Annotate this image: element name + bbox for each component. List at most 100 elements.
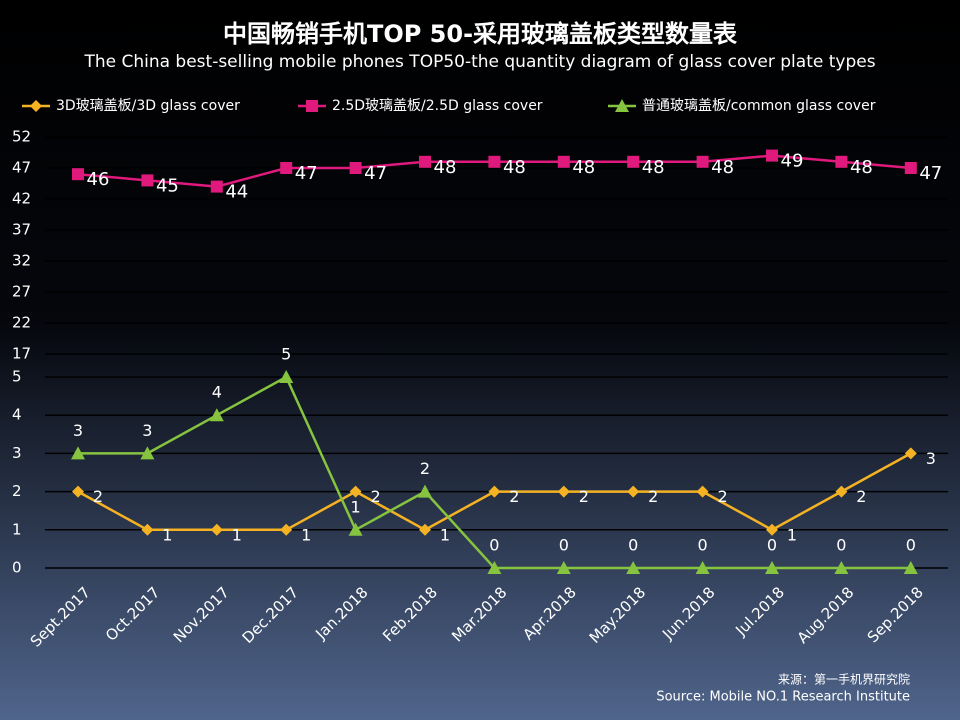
marker xyxy=(904,162,917,174)
y-tick-label: 22 xyxy=(12,314,31,332)
marker xyxy=(903,561,918,574)
marker xyxy=(209,408,224,422)
data-label: 2 xyxy=(509,487,519,506)
marker xyxy=(765,561,779,574)
marker xyxy=(72,168,84,181)
marker xyxy=(695,561,710,574)
marker xyxy=(140,446,155,460)
data-label: 47 xyxy=(295,163,318,184)
y-tick-label: 5 xyxy=(12,368,22,386)
data-label: 3 xyxy=(73,421,83,440)
y-tick-label: 17 xyxy=(12,345,31,363)
data-label: 48 xyxy=(572,157,595,178)
data-label: 0 xyxy=(906,536,916,555)
legend-label: 3D玻璃盖板/3D glass cover xyxy=(56,97,240,114)
legend-marker xyxy=(615,99,629,112)
marker xyxy=(280,162,293,174)
marker xyxy=(419,523,431,536)
marker xyxy=(72,485,84,498)
marker xyxy=(141,174,154,187)
marker xyxy=(488,155,501,168)
y-tick-label: 2 xyxy=(12,482,22,500)
data-label: 2 xyxy=(579,487,589,506)
marker xyxy=(349,162,362,174)
legend-label: 2.5D玻璃盖板/2.5D glass cover xyxy=(332,97,543,114)
marker xyxy=(71,446,85,460)
y-tick-label: 3 xyxy=(12,444,22,462)
data-label: 0 xyxy=(836,536,846,555)
marker xyxy=(419,155,431,168)
marker xyxy=(626,561,641,574)
data-label: 45 xyxy=(156,175,179,196)
y-tick-label: 37 xyxy=(12,221,31,239)
marker xyxy=(766,523,778,536)
data-label: 2 xyxy=(648,487,658,506)
marker xyxy=(210,523,223,536)
data-label: 1 xyxy=(351,497,361,516)
data-label: 48 xyxy=(642,157,665,178)
data-label: 48 xyxy=(711,157,734,178)
legend-label: 普通玻璃盖板/common glass cover xyxy=(642,97,876,114)
marker xyxy=(418,484,432,498)
data-label: 0 xyxy=(767,536,777,555)
marker xyxy=(280,523,293,536)
marker xyxy=(557,485,570,498)
marker xyxy=(349,485,362,498)
y-tick-label: 52 xyxy=(12,128,31,146)
data-label: 2 xyxy=(856,487,866,506)
marker xyxy=(141,523,154,536)
data-label: 1 xyxy=(440,525,450,544)
marker xyxy=(835,485,848,498)
data-label: 1 xyxy=(301,525,311,544)
legend-marker xyxy=(306,100,318,112)
marker xyxy=(696,485,709,498)
source: 来源：第一手机界研究院 xyxy=(778,672,910,687)
data-label: 0 xyxy=(559,536,569,555)
marker xyxy=(766,149,778,162)
y-tick-label: 42 xyxy=(12,190,31,208)
data-label: 4 xyxy=(212,383,222,402)
data-label: 2 xyxy=(93,487,103,506)
y-tick-label: 0 xyxy=(12,559,22,577)
data-label: 49 xyxy=(781,151,804,172)
data-label: 1 xyxy=(162,525,172,544)
data-label: 2 xyxy=(718,487,728,506)
marker xyxy=(835,155,848,168)
marker xyxy=(627,155,640,168)
marker xyxy=(556,561,571,574)
marker xyxy=(627,485,640,498)
marker xyxy=(210,180,223,193)
data-label: 3 xyxy=(142,421,152,440)
data-label: 0 xyxy=(628,536,638,555)
marker xyxy=(348,522,363,536)
y-tick-label: 4 xyxy=(12,406,22,424)
marker xyxy=(488,485,501,498)
marker xyxy=(487,561,502,574)
data-label: 47 xyxy=(364,163,387,184)
data-label: 47 xyxy=(919,163,942,184)
y-tick-label: 27 xyxy=(12,283,31,301)
data-label: 5 xyxy=(281,345,291,364)
data-label: 0 xyxy=(698,536,708,555)
data-label: 3 xyxy=(926,449,936,468)
data-label: 2 xyxy=(371,487,381,506)
data-label: 2 xyxy=(420,459,430,478)
data-label: 48 xyxy=(434,157,457,178)
marker xyxy=(696,155,709,168)
marker xyxy=(557,155,570,168)
chart-subtitle: The China best-selling mobile phones TOP… xyxy=(83,52,875,72)
data-label: 46 xyxy=(87,169,110,190)
y-tick-label: 32 xyxy=(12,252,31,270)
data-label: 1 xyxy=(787,525,797,544)
y-tick-label: 47 xyxy=(12,159,31,177)
chart-title: 中国畅销手机TOP 50-采用玻璃盖板类型数量表 xyxy=(223,20,738,48)
marker xyxy=(904,447,917,460)
marker xyxy=(834,561,849,574)
data-label: 1 xyxy=(232,525,242,544)
source: Source: Mobile NO.1 Research Institute xyxy=(656,690,910,705)
data-label: 48 xyxy=(850,157,873,178)
marker xyxy=(279,370,294,383)
y-tick-label: 1 xyxy=(12,520,22,538)
